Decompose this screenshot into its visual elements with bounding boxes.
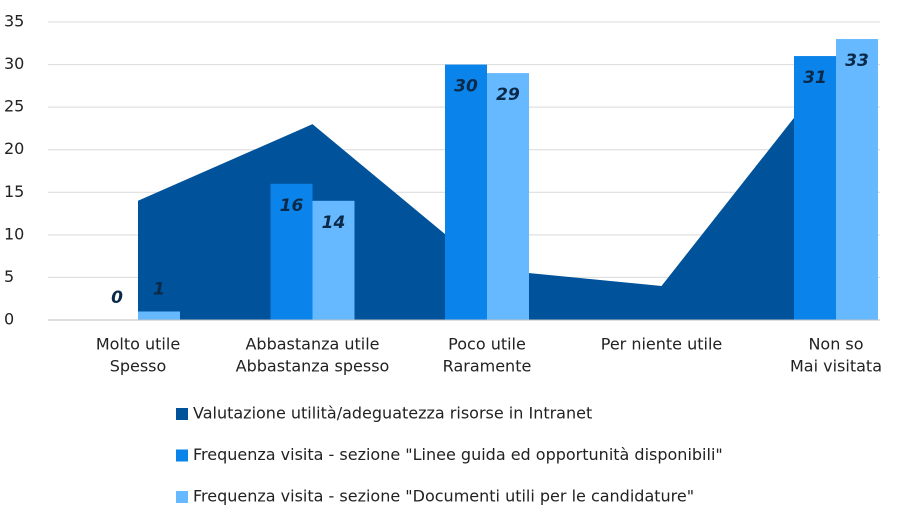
x-tick-label: Mai visitata: [790, 357, 882, 376]
legend-swatch: [176, 491, 188, 503]
bar: [270, 183, 313, 320]
value-label: 29: [496, 85, 520, 105]
value-label: 0: [111, 288, 123, 308]
value-label: 1: [153, 279, 165, 299]
y-tick-label: 25: [4, 97, 24, 116]
value-label: 31: [803, 68, 827, 88]
y-tick-label: 5: [4, 267, 14, 286]
legend-label: Valutazione utilità/adeguatezza risorse …: [193, 404, 592, 423]
x-tick-label: Spesso: [110, 357, 167, 376]
value-label: 33: [845, 51, 869, 71]
value-label: 30: [454, 77, 478, 97]
x-tick-label: Abbastanza utile: [245, 335, 379, 354]
y-tick-label: 30: [4, 54, 24, 73]
y-tick-label: 15: [4, 182, 24, 201]
x-tick-label: Molto utile: [96, 335, 180, 354]
x-tick-label: Raramente: [443, 357, 532, 376]
x-tick-label: Per niente utile: [601, 335, 723, 354]
legend-swatch: [176, 408, 188, 420]
x-tick-label: Poco utile: [448, 335, 526, 354]
bar: [445, 64, 487, 320]
bar: [138, 311, 180, 320]
legend-label: Frequenza visita - sezione "Documenti ut…: [193, 487, 694, 506]
y-tick-label: 20: [4, 139, 24, 158]
legend-label: Frequenza visita - sezione "Linee guida …: [193, 445, 723, 464]
x-tick-label: Abbastanza spesso: [236, 357, 390, 376]
bar: [487, 73, 529, 320]
x-tick-label: Non so: [808, 335, 863, 354]
y-tick-label: 10: [4, 224, 24, 243]
value-label: 16: [280, 196, 304, 216]
y-tick-label: 35: [4, 12, 24, 31]
legend-swatch: [176, 449, 188, 462]
value-label: 14: [322, 213, 346, 233]
bar: [794, 56, 836, 321]
bar: [312, 200, 355, 320]
bar: [836, 39, 878, 321]
y-tick-label: 0: [4, 310, 14, 329]
